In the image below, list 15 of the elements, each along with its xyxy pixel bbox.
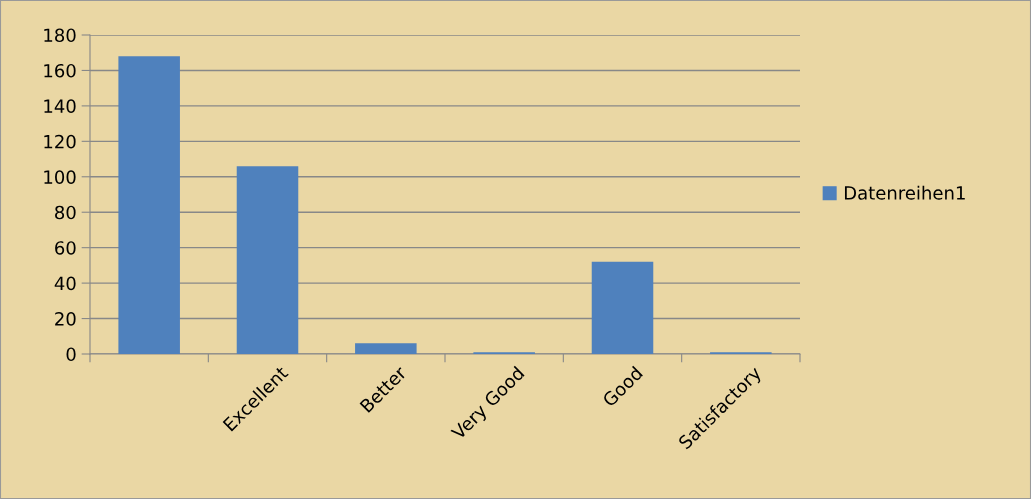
y-tick-label: 20	[55, 312, 76, 326]
y-tick-label: 120	[44, 134, 76, 149]
bar	[236, 166, 299, 354]
y-tick-label: 140	[44, 99, 76, 114]
bar	[591, 261, 654, 354]
y-tick-label: 160	[44, 63, 76, 78]
y-tick-label: 80	[55, 205, 76, 220]
y-tick-label: 40	[54, 276, 76, 291]
bar	[355, 343, 417, 354]
legend-label: Datenreihen1	[844, 185, 965, 200]
bar	[118, 56, 180, 354]
y-tick-label: 60	[55, 241, 76, 255]
y-tick-label: 180	[44, 28, 76, 43]
y-tick-label: 100	[44, 170, 76, 184]
y-tick-label: 0	[66, 347, 76, 362]
